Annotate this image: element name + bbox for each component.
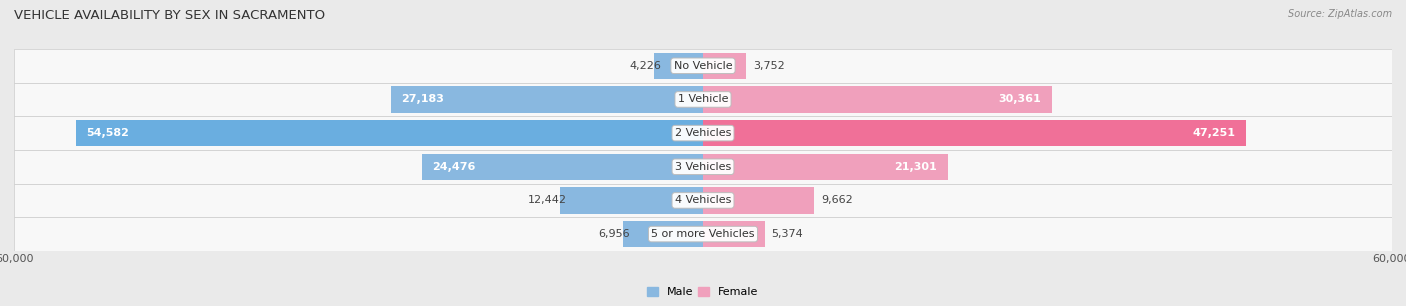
Text: 4,226: 4,226 [630,61,661,71]
Bar [14,217,1392,251]
Text: 3,752: 3,752 [754,61,785,71]
Text: 54,582: 54,582 [87,128,129,138]
Text: 27,183: 27,183 [401,95,444,104]
Text: VEHICLE AVAILABILITY BY SEX IN SACRAMENTO: VEHICLE AVAILABILITY BY SEX IN SACRAMENT… [14,9,325,22]
Bar [703,86,1052,113]
Bar [76,120,703,146]
Bar [703,53,747,79]
Text: No Vehicle: No Vehicle [673,61,733,71]
Bar [14,150,1392,184]
Bar [654,53,703,79]
Text: 4 Vehicles: 4 Vehicles [675,196,731,205]
Text: 5 or more Vehicles: 5 or more Vehicles [651,229,755,239]
Text: 3 Vehicles: 3 Vehicles [675,162,731,172]
Bar [703,120,1246,146]
Text: 5,374: 5,374 [772,229,803,239]
Bar [14,83,1392,116]
Text: 24,476: 24,476 [432,162,475,172]
Text: 1 Vehicle: 1 Vehicle [678,95,728,104]
Bar [703,187,814,214]
Text: 2 Vehicles: 2 Vehicles [675,128,731,138]
Text: 6,956: 6,956 [599,229,630,239]
Bar [703,221,765,247]
Bar [422,154,703,180]
Bar [14,184,1392,217]
Bar [14,116,1392,150]
Bar [14,49,1392,83]
Text: 47,251: 47,251 [1192,128,1236,138]
Bar [560,187,703,214]
Text: 30,361: 30,361 [998,95,1042,104]
Text: 21,301: 21,301 [894,162,938,172]
Bar [623,221,703,247]
Bar [391,86,703,113]
Bar [703,154,948,180]
Text: Source: ZipAtlas.com: Source: ZipAtlas.com [1288,9,1392,19]
Text: 9,662: 9,662 [821,196,852,205]
Text: 12,442: 12,442 [529,196,567,205]
Legend: Male, Female: Male, Female [643,282,763,302]
